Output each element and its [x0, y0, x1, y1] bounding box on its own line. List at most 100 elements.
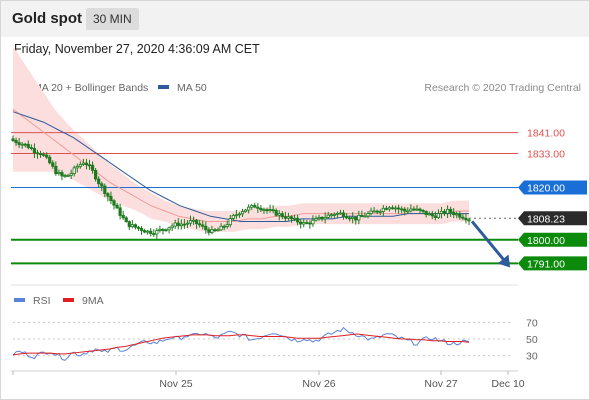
candle-body	[167, 227, 171, 231]
candle	[170, 223, 174, 232]
candle	[400, 206, 404, 214]
candle-body	[452, 212, 456, 216]
candle	[118, 203, 122, 220]
x-tick-label: Nov 27	[424, 378, 457, 390]
level-label-1791.00: 1791.00	[527, 258, 565, 270]
candle	[253, 202, 257, 209]
candle	[455, 211, 459, 219]
candle	[45, 152, 49, 160]
candle-body	[182, 223, 186, 226]
candle	[17, 137, 21, 148]
forecast-arrow-head	[497, 254, 511, 268]
candle	[332, 212, 336, 218]
candle-body	[51, 162, 55, 167]
candle-body	[75, 166, 79, 169]
candle	[234, 209, 239, 219]
candle	[60, 169, 64, 181]
candle-body	[305, 222, 309, 224]
candle	[317, 214, 321, 221]
candle	[42, 152, 46, 157]
candle-body	[283, 216, 287, 219]
candle	[23, 142, 27, 148]
candle-body	[372, 210, 376, 213]
candle-body	[326, 214, 330, 218]
rsi-tick-30: 30	[526, 351, 538, 363]
candle-body	[210, 229, 214, 233]
x-axis: Nov 25 Nov 26 Nov 27 Dec 10	[12, 371, 525, 390]
candle-body	[302, 222, 306, 225]
candle-body	[341, 212, 346, 218]
candle-body	[461, 216, 465, 219]
candle	[127, 220, 131, 230]
candle	[87, 159, 92, 170]
candle	[81, 158, 85, 167]
candle	[51, 160, 55, 169]
candle-body	[369, 210, 373, 214]
candle	[381, 205, 385, 217]
candle-body	[231, 215, 235, 219]
candle	[222, 224, 226, 231]
candle-body	[400, 208, 404, 211]
candle-body	[216, 229, 220, 232]
candle-body	[378, 211, 382, 213]
candle-body	[66, 174, 70, 177]
candle-body	[464, 217, 468, 221]
candle-body	[225, 224, 229, 227]
candle	[84, 158, 89, 170]
candle-body	[146, 230, 150, 233]
timeframe-badge[interactable]: 30 MIN	[86, 8, 139, 30]
candle	[354, 216, 358, 225]
candle-body	[198, 223, 202, 226]
candle-body	[292, 217, 297, 220]
candle-body	[403, 208, 407, 212]
candle	[283, 211, 287, 222]
candle-body	[381, 207, 385, 212]
candle-body	[366, 213, 370, 217]
candle-body	[103, 185, 107, 194]
candle-body	[195, 219, 199, 225]
candle	[271, 205, 275, 214]
candle-body	[152, 233, 156, 235]
candle	[256, 203, 260, 213]
candle-body	[323, 216, 327, 220]
candle-body	[149, 230, 153, 234]
candle	[155, 227, 159, 239]
candle-body	[26, 143, 30, 148]
candle-body	[32, 148, 37, 154]
candle	[415, 205, 419, 212]
candle	[216, 227, 220, 232]
candle-body	[201, 224, 205, 227]
candle-body	[406, 210, 410, 213]
candle	[412, 206, 416, 212]
candle-body	[35, 152, 40, 155]
candle-body	[72, 167, 76, 174]
candle	[231, 213, 235, 221]
candle-body	[176, 222, 180, 227]
candle	[289, 215, 294, 223]
level-tag-1808.23	[518, 211, 587, 226]
ma20-line	[12, 108, 469, 222]
candle-body	[409, 208, 413, 212]
candle-body	[424, 211, 428, 215]
candle	[409, 204, 413, 213]
candle	[176, 218, 180, 230]
candle-body	[344, 216, 349, 219]
candle	[296, 214, 300, 226]
candle-body	[363, 215, 367, 218]
candle	[250, 203, 254, 210]
candle	[366, 210, 370, 219]
candle-body	[97, 178, 101, 185]
candle	[225, 220, 229, 229]
candle	[201, 220, 205, 230]
candle-body	[142, 230, 147, 233]
candle	[109, 191, 113, 205]
candle	[427, 211, 431, 216]
candle	[38, 150, 43, 158]
credit-text: Research © 2020 Trading Central	[424, 82, 581, 94]
candle-body	[139, 227, 144, 231]
candle-body	[155, 230, 159, 235]
candle-body	[112, 200, 116, 206]
candle	[35, 149, 40, 159]
candle	[112, 199, 116, 210]
